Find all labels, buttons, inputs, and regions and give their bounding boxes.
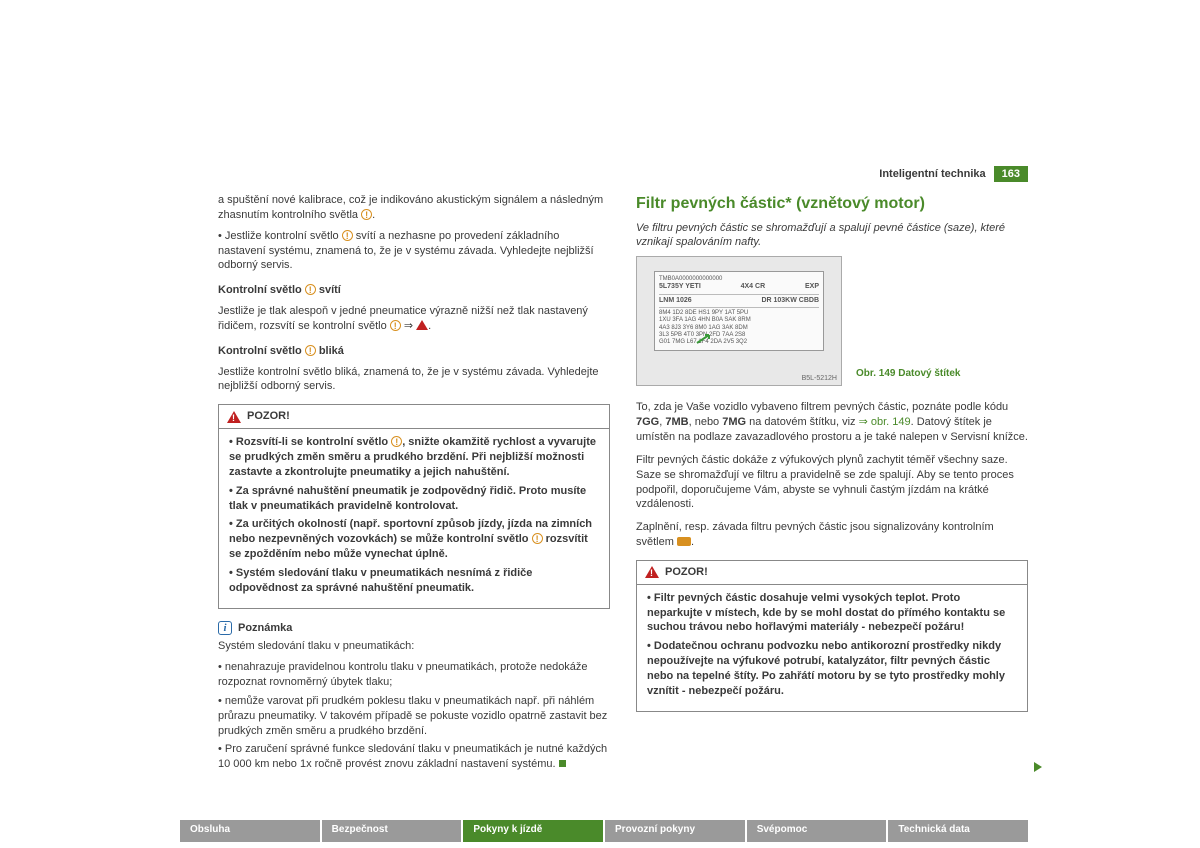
warning-title: POZOR!	[247, 409, 290, 424]
warn-item: Rozsvítí-li se kontrolní světlo , snižte…	[229, 435, 599, 480]
warn-item: Za určitých okolností (např. sportovní z…	[229, 517, 599, 562]
page: Inteligentní technika 163 a spuštění nov…	[218, 165, 1028, 776]
tab-provozni-pokyny[interactable]: Provozní pokyny	[605, 820, 747, 842]
figure: TMB0A0000000000000 5L735Y YETI 4X4 CR EX…	[636, 256, 1028, 386]
tab-obsluha[interactable]: Obsluha	[180, 820, 322, 842]
info-icon: i	[218, 621, 232, 635]
continue-arrow-icon	[1034, 762, 1042, 772]
tab-pokyny-k-jizde[interactable]: Pokyny k jízdě	[463, 820, 605, 842]
note-item: nemůže varovat při prudkém poklesu tlaku…	[218, 694, 610, 739]
warn-item: Za správné nahuštění pneumatik je zodpov…	[229, 484, 599, 514]
body-text: To, zda je Vaše vozidlo vybaveno filtrem…	[636, 400, 1028, 445]
tire-pressure-icon	[361, 209, 372, 220]
figure-image: TMB0A0000000000000 5L735Y YETI 4X4 CR EX…	[636, 256, 842, 386]
subhead-blink: Kontrolní světlo bliká	[218, 344, 610, 359]
note-header: i Poznámka	[218, 621, 610, 636]
tire-pressure-icon	[305, 345, 316, 356]
p-lit: Jestliže je tlak alespoň v jedné pneumat…	[218, 304, 610, 334]
intro-bullet: Jestliže kontrolní světlo svítí a nezhas…	[218, 229, 610, 274]
tire-pressure-icon	[305, 284, 316, 295]
warning-title: POZOR!	[665, 565, 708, 580]
end-marker-icon	[559, 760, 566, 767]
left-column: a spuštění nové kalibrace, což je indiko…	[218, 193, 610, 776]
section-heading: Filtr pevných částic* (vznětový motor)	[636, 193, 1028, 215]
page-header: Inteligentní technika 163	[879, 165, 1028, 183]
warning-box: POZOR! Filtr pevných částic dosahuje vel…	[636, 560, 1028, 712]
figure-reference[interactable]: ⇒ obr. 149	[859, 416, 911, 428]
warn-item: Dodatečnou ochranu podvozku nebo antikor…	[647, 639, 1017, 698]
warning-body: Filtr pevných částic dosahuje velmi vyso…	[637, 585, 1027, 711]
note-title: Poznámka	[238, 621, 292, 636]
tire-pressure-icon	[391, 436, 402, 447]
note-intro: Systém sledování tlaku v pneumatikách:	[218, 639, 610, 654]
tire-pressure-icon	[342, 230, 353, 241]
note-item: nenahrazuje pravidelnou kontrolu tlaku v…	[218, 660, 610, 690]
section-intro: Ve filtru pevných částic se shromažďují …	[636, 221, 1028, 251]
body-text: Zaplnění, resp. závada filtru pevných čá…	[636, 520, 1028, 550]
warning-triangle-icon	[416, 320, 428, 330]
right-column: Filtr pevných částic* (vznětový motor) V…	[636, 193, 1028, 776]
section-title: Inteligentní technika	[879, 168, 993, 180]
tab-svepomoc[interactable]: Svépomoc	[747, 820, 889, 842]
p-blink: Jestliže kontrolní světlo bliká, znamená…	[218, 365, 610, 395]
tire-pressure-icon	[390, 320, 401, 331]
warning-body: Rozsvítí-li se kontrolní světlo , snižte…	[219, 429, 609, 607]
data-label-plate: TMB0A0000000000000 5L735Y YETI 4X4 CR EX…	[654, 271, 824, 351]
tire-pressure-icon	[532, 533, 543, 544]
warn-item: Filtr pevných částic dosahuje velmi vyso…	[647, 591, 1017, 636]
figure-caption: Obr. 149 Datový štítek	[856, 367, 996, 387]
warning-box: POZOR! Rozsvítí-li se kontrolní světlo ,…	[218, 404, 610, 608]
content-columns: a spuštění nové kalibrace, což je indiko…	[218, 193, 1028, 776]
dpf-icon	[677, 537, 691, 546]
body-text: Filtr pevných částic dokáže z výfukových…	[636, 453, 1028, 512]
intro-text: a spuštění nové kalibrace, což je indiko…	[218, 193, 610, 223]
note-list: nenahrazuje pravidelnou kontrolu tlaku v…	[218, 660, 610, 772]
footer-tabs: Obsluha Bezpečnost Pokyny k jízdě Provoz…	[180, 820, 1030, 842]
figure-code: B5L-5212H	[802, 374, 837, 383]
note-item: Pro zaručení správné funkce sledování tl…	[218, 742, 610, 772]
page-number: 163	[994, 166, 1028, 182]
warning-triangle-icon	[227, 411, 241, 423]
warn-item: Systém sledování tlaku v pneumatikách ne…	[229, 566, 599, 596]
tab-bezpecnost[interactable]: Bezpečnost	[322, 820, 464, 842]
warning-triangle-icon	[645, 566, 659, 578]
subhead-lit: Kontrolní světlo svítí	[218, 283, 610, 298]
arrow-icon	[695, 333, 715, 345]
tab-technicka-data[interactable]: Technická data	[888, 820, 1030, 842]
warning-header: POZOR!	[637, 561, 1027, 585]
warning-header: POZOR!	[219, 405, 609, 429]
